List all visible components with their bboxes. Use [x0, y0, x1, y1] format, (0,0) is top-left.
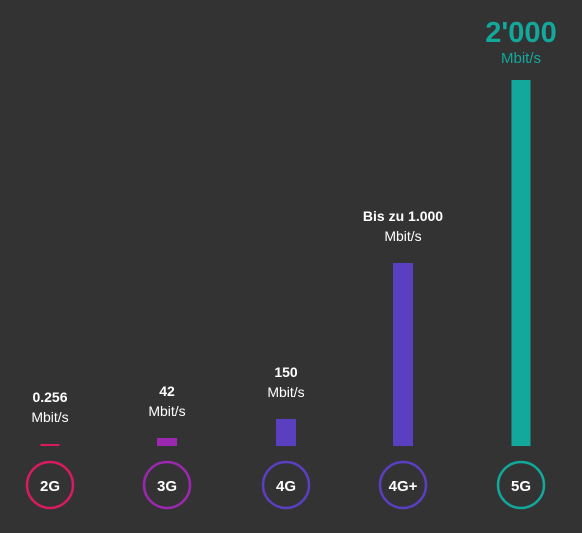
category-label-5g: 5G: [511, 478, 531, 495]
unit-label-5g: Mbit/s: [501, 50, 541, 67]
category-circle-5g: [496, 460, 546, 510]
value-label-5g: 2'000: [485, 17, 556, 49]
category-label-2g: 2G: [40, 478, 60, 495]
value-label-3g: 42: [159, 383, 175, 399]
category-label-4gplus: 4G+: [389, 478, 418, 495]
unit-label-3g: Mbit/s: [148, 403, 185, 419]
unit-label-4gplus: Mbit/s: [384, 228, 421, 244]
value-label-4gplus: Bis zu 1.000: [363, 208, 443, 224]
bar-4gplus: [393, 263, 413, 446]
bar-4g: [276, 419, 296, 446]
category-label-3g: 3G: [157, 478, 177, 495]
category-label-4g: 4G: [276, 478, 296, 495]
category-circle-4g: [261, 460, 311, 510]
unit-label-2g: Mbit/s: [31, 409, 68, 425]
bar-5g: [511, 80, 531, 446]
category-circle-3g: [142, 460, 192, 510]
bar-2g: [40, 444, 60, 446]
bar-3g: [157, 438, 177, 446]
category-circle-2g: [25, 460, 75, 510]
category-circle-4gplus: [378, 460, 428, 510]
value-label-4g: 150: [274, 364, 298, 380]
value-label-2g: 0.256: [32, 389, 67, 405]
unit-label-4g: Mbit/s: [267, 384, 304, 400]
